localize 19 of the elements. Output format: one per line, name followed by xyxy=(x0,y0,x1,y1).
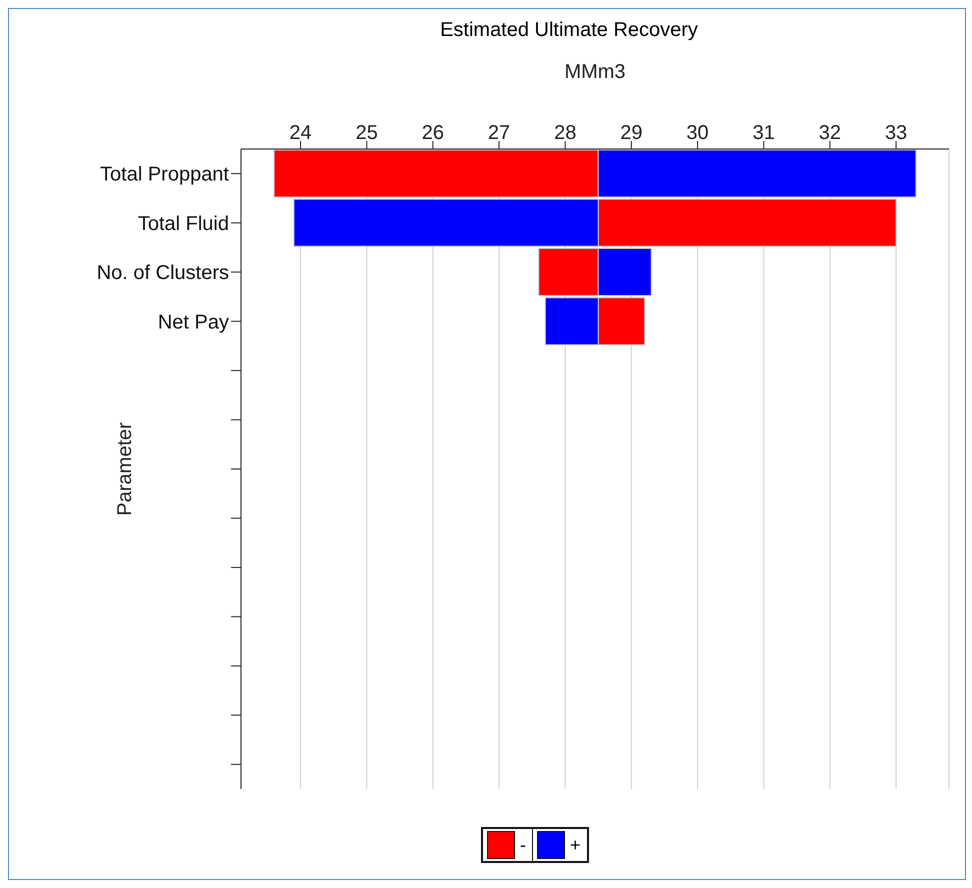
x-tick-label: 31 xyxy=(752,122,775,144)
legend-label: + xyxy=(570,834,581,856)
y-tick-label: Total Fluid xyxy=(138,212,229,235)
x-tick-label: 27 xyxy=(488,122,510,144)
x-tick-label: 25 xyxy=(356,122,378,144)
x-tick-label: 24 xyxy=(289,122,312,144)
x-axis-title: MMm3 xyxy=(564,61,626,84)
x-tick-label: 32 xyxy=(818,122,842,144)
x-tick-label: 33 xyxy=(884,122,908,144)
x-tick-label: 28 xyxy=(554,122,576,144)
x-tick-label: 29 xyxy=(620,122,643,144)
y-tick-label: Net Pay xyxy=(158,311,229,334)
legend-label: - xyxy=(520,834,526,856)
chart-title: Estimated Ultimate Recovery xyxy=(439,19,699,42)
x-tick-label: 30 xyxy=(686,122,709,144)
y-tick-label: Total Proppant xyxy=(100,164,230,186)
x-tick-label: 26 xyxy=(422,122,444,144)
y-axis-title: Parameter xyxy=(114,422,136,516)
y-tick-label: No. of Clusters xyxy=(96,262,229,284)
